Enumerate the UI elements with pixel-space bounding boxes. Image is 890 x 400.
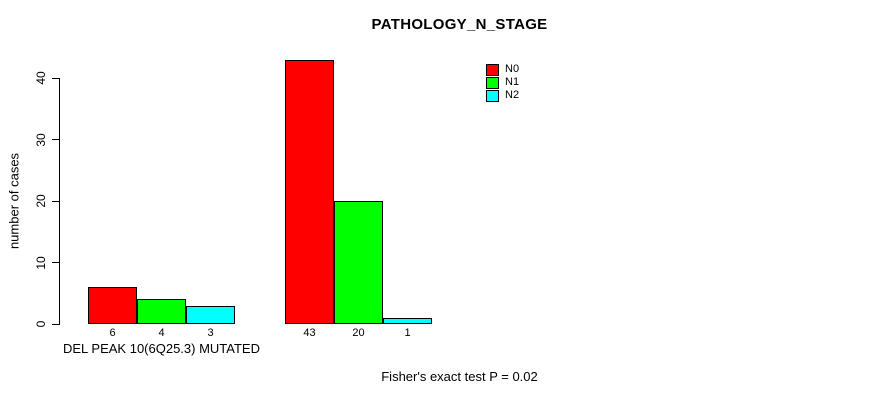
legend-label: N0 (505, 63, 520, 75)
legend-swatch-n0 (486, 63, 499, 76)
y-tick-mark (52, 139, 59, 140)
legend-label: N1 (505, 76, 520, 88)
y-tick-mark (52, 77, 59, 79)
y-tick-mark (52, 323, 59, 325)
y-tick-label: 20 (34, 194, 48, 208)
bar-n2-group2 (383, 317, 432, 324)
bar-value-label: 1 (404, 327, 411, 339)
bar-value-label: 3 (207, 327, 214, 339)
bar-n1-group2 (334, 201, 383, 324)
y-tick-mark (52, 200, 59, 202)
y-tick-mark (52, 262, 59, 263)
bar-n2-group1 (186, 305, 235, 324)
legend-swatch-n1 (486, 76, 499, 89)
y-tick-label: 0 (34, 320, 48, 328)
legend-label: N2 (505, 89, 520, 101)
bar-value-label: 4 (158, 327, 165, 339)
bar-n0-group2 (285, 59, 334, 324)
legend-item-n2: N2 (486, 89, 519, 102)
bar-value-label: 20 (352, 327, 365, 339)
bar-value-label: 43 (303, 327, 316, 339)
chart-title: PATHOLOGY_N_STAGE (371, 16, 548, 33)
y-tick-label: 30 (34, 132, 48, 147)
legend-swatch-n2 (486, 89, 499, 102)
legend-item-n1: N1 (486, 76, 519, 89)
fisher-test-annotation: Fisher's exact test P = 0.02 (381, 369, 538, 384)
x-axis-group-label: DEL PEAK 10(6Q25.3) MUTATED (63, 341, 260, 356)
bar-n0-group1 (88, 287, 137, 324)
legend: N0 N1 N2 (486, 63, 519, 102)
y-tick-label: 40 (34, 71, 48, 85)
bar-value-label: 6 (109, 327, 116, 339)
bar-n1-group1 (137, 299, 186, 324)
y-axis-title: number of cases (6, 152, 22, 250)
y-axis-line (59, 78, 60, 325)
y-tick-label: 10 (34, 255, 48, 270)
legend-item-n0: N0 (486, 63, 519, 76)
